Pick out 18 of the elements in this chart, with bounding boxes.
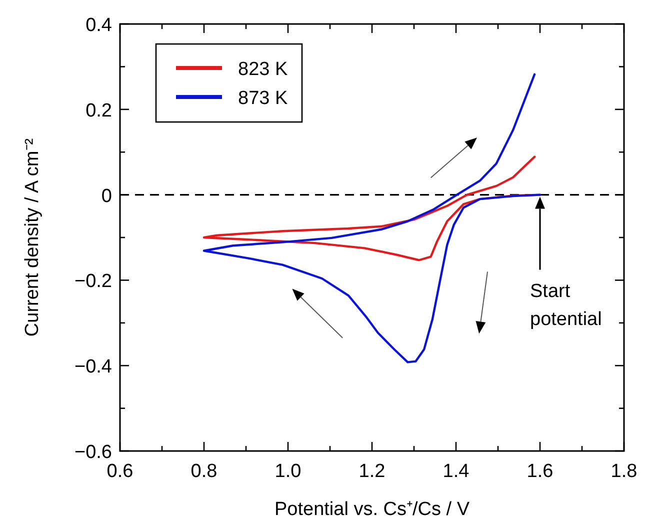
- x-tick-label: 0.8: [190, 461, 218, 482]
- y-tick-label: 0: [101, 186, 112, 207]
- legend-label: 823 K: [238, 59, 288, 80]
- x-tick-label: 1.6: [526, 461, 554, 482]
- y-tick-label: 0.2: [86, 100, 112, 122]
- x-tick-label: 0.6: [106, 461, 134, 482]
- annotation: Start potential: [530, 280, 602, 330]
- x-axis-title: Potential vs. Cs⁺/Cs / V: [274, 499, 470, 520]
- y-axis-title: Current density / A cm⁻²: [22, 138, 43, 337]
- legend-label: 873 K: [238, 88, 288, 109]
- y-tick-label: −0.6: [74, 442, 112, 463]
- x-tick-label: 1.8: [610, 461, 638, 482]
- text: 1.0: [274, 461, 302, 482]
- y-tick-label: −0.4: [74, 356, 112, 378]
- y-tick-label: −0.2: [74, 271, 112, 292]
- x-tick-label: 1.4: [442, 461, 470, 482]
- x-tick-label: 1.2: [358, 461, 386, 482]
- y-tick-label: 0.4: [86, 15, 112, 36]
